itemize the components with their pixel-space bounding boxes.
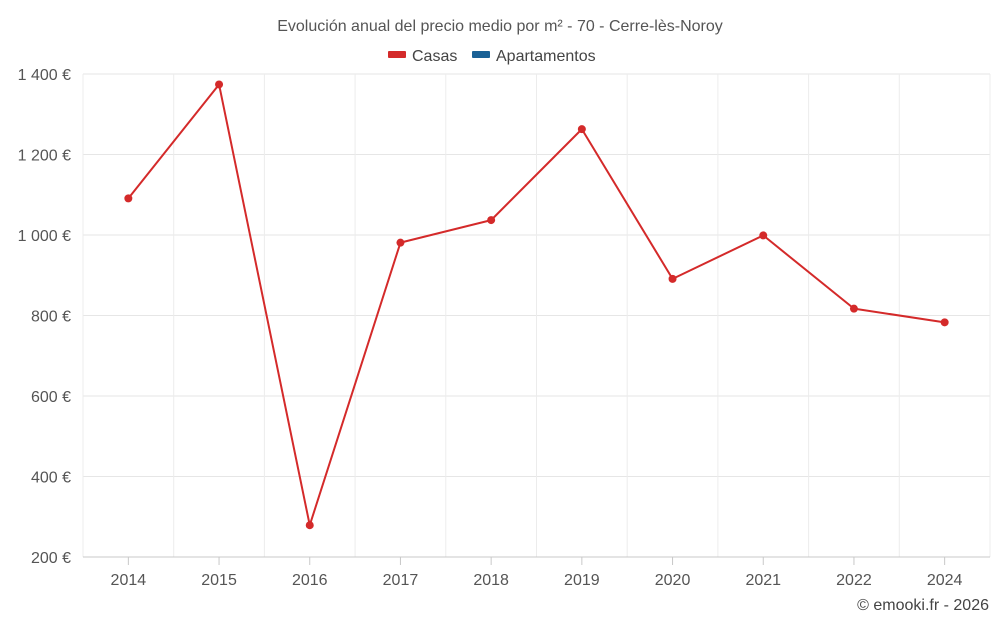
- y-tick-label: 800 €: [31, 309, 71, 326]
- x-tick-label: 2021: [745, 572, 781, 589]
- data-point[interactable]: [849, 304, 858, 313]
- legend-swatch-apartamentos: [472, 51, 490, 58]
- x-tick-label: 2018: [473, 572, 509, 589]
- x-tick-label: 2020: [655, 572, 691, 589]
- grid: [82, 73, 991, 557]
- y-tick-label: 1 000 €: [18, 228, 71, 245]
- data-point[interactable]: [124, 194, 133, 203]
- legend-item-apartamentos[interactable]: Apartamentos: [472, 48, 596, 65]
- data-point[interactable]: [305, 521, 314, 530]
- data-point[interactable]: [577, 125, 586, 134]
- x-tick-label: 2014: [111, 572, 147, 589]
- series: [124, 80, 949, 530]
- axes: 200 € 400 € 600 € 800 € 1 000 € 1 200 € 1 400 …: [18, 67, 990, 589]
- chart-title: Evolución anual del precio medio por m² …: [277, 18, 723, 35]
- x-tick-label: 2017: [383, 572, 419, 589]
- x-tick-label: 2019: [564, 572, 600, 589]
- data-point[interactable]: [215, 80, 224, 89]
- data-point[interactable]: [396, 238, 405, 247]
- legend-item-casas[interactable]: Casas: [388, 48, 457, 65]
- y-tick-label: 600 €: [31, 389, 71, 406]
- legend-label-apartamentos: Apartamentos: [496, 48, 596, 65]
- legend-swatch-casas: [388, 51, 406, 58]
- y-tick-label: 1 200 €: [18, 148, 71, 165]
- legend-label-casas: Casas: [412, 48, 457, 65]
- x-tick-label: 2022: [836, 572, 872, 589]
- y-tick-label: 200 €: [31, 550, 71, 567]
- credit-text: © emooki.fr - 2026: [857, 597, 989, 614]
- series-line-casas: [127, 83, 945, 527]
- x-tick-label: 2015: [201, 572, 237, 589]
- data-point[interactable]: [759, 231, 768, 240]
- data-point[interactable]: [487, 216, 496, 225]
- x-tick-label: 2024: [927, 572, 963, 589]
- y-tick-label: 400 €: [31, 470, 71, 487]
- y-tick-label: 1 400 €: [18, 67, 71, 84]
- x-tick-label: 2016: [292, 572, 328, 589]
- data-point[interactable]: [940, 318, 949, 327]
- data-point[interactable]: [668, 274, 677, 283]
- legend: Casas Apartamentos: [388, 48, 596, 65]
